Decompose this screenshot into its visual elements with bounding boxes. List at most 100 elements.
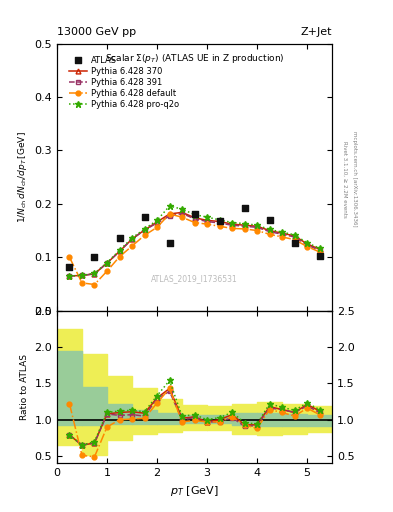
Pythia 6.428 370 xyxy=(217,219,222,225)
Pythia 6.428 370 xyxy=(167,211,172,217)
Pythia 6.428 pro-q2o xyxy=(217,217,222,223)
Pythia 6.428 370 xyxy=(92,271,97,277)
Pythia 6.428 370 xyxy=(292,233,297,239)
Pythia 6.428 391 xyxy=(80,272,84,279)
Pythia 6.428 391 xyxy=(280,231,285,238)
Text: Rivet 3.1.10, ≥ 2.2M events: Rivet 3.1.10, ≥ 2.2M events xyxy=(342,141,347,218)
Pythia 6.428 default xyxy=(192,220,197,226)
Pythia 6.428 370 xyxy=(280,230,285,236)
Pythia 6.428 370 xyxy=(105,260,109,266)
ATLAS xyxy=(66,263,73,271)
Pythia 6.428 391 xyxy=(142,227,147,233)
Pythia 6.428 pro-q2o xyxy=(67,273,72,279)
X-axis label: $p_T$ [GeV]: $p_T$ [GeV] xyxy=(170,484,219,498)
Pythia 6.428 370 xyxy=(117,248,122,254)
Pythia 6.428 default xyxy=(167,211,172,217)
Pythia 6.428 391 xyxy=(192,216,197,222)
Pythia 6.428 391 xyxy=(167,213,172,219)
Pythia 6.428 391 xyxy=(255,224,259,230)
Pythia 6.428 pro-q2o xyxy=(292,232,297,238)
ATLAS xyxy=(266,216,273,224)
Pythia 6.428 pro-q2o xyxy=(205,214,209,220)
Pythia 6.428 391 xyxy=(180,210,184,217)
Pythia 6.428 391 xyxy=(205,219,209,225)
Pythia 6.428 default xyxy=(217,223,222,229)
Pythia 6.428 default xyxy=(117,253,122,260)
Pythia 6.428 default xyxy=(305,244,309,250)
Pythia 6.428 370 xyxy=(205,217,209,223)
ATLAS xyxy=(116,234,123,242)
Pythia 6.428 370 xyxy=(80,272,84,279)
Pythia 6.428 default xyxy=(155,224,160,230)
Pythia 6.428 370 xyxy=(192,215,197,221)
Pythia 6.428 default xyxy=(292,237,297,243)
Text: Scalar $\Sigma(p_T)$ (ATLAS UE in Z production): Scalar $\Sigma(p_T)$ (ATLAS UE in Z prod… xyxy=(105,52,284,65)
Pythia 6.428 pro-q2o xyxy=(230,220,234,226)
ATLAS xyxy=(316,251,323,260)
Text: 13000 GeV pp: 13000 GeV pp xyxy=(57,27,136,37)
Pythia 6.428 pro-q2o xyxy=(242,221,247,227)
Y-axis label: $1/N_{\rm ch}\,dN_{\rm ch}/dp_T\,[\rm GeV]$: $1/N_{\rm ch}\,dN_{\rm ch}/dp_T\,[\rm Ge… xyxy=(16,131,29,223)
Line: Pythia 6.428 default: Pythia 6.428 default xyxy=(67,211,322,287)
Pythia 6.428 pro-q2o xyxy=(80,272,84,279)
ATLAS xyxy=(91,252,97,261)
Pythia 6.428 default xyxy=(205,221,209,227)
ATLAS xyxy=(141,213,148,221)
Pythia 6.428 pro-q2o xyxy=(130,235,134,241)
Pythia 6.428 391 xyxy=(67,273,72,279)
Pythia 6.428 391 xyxy=(217,220,222,226)
Pythia 6.428 370 xyxy=(317,246,322,252)
Line: Pythia 6.428 370: Pythia 6.428 370 xyxy=(67,210,322,279)
Pythia 6.428 pro-q2o xyxy=(305,240,309,246)
Pythia 6.428 391 xyxy=(267,228,272,234)
Pythia 6.428 pro-q2o xyxy=(142,226,147,232)
Pythia 6.428 default xyxy=(80,280,84,286)
Pythia 6.428 pro-q2o xyxy=(267,226,272,232)
Pythia 6.428 default xyxy=(92,282,97,288)
Pythia 6.428 391 xyxy=(155,220,160,226)
ATLAS xyxy=(241,204,248,212)
Text: Z+Jet: Z+Jet xyxy=(301,27,332,37)
Pythia 6.428 391 xyxy=(305,242,309,248)
Pythia 6.428 370 xyxy=(155,219,160,225)
Pythia 6.428 default xyxy=(180,214,184,220)
ATLAS xyxy=(191,210,198,218)
Pythia 6.428 default xyxy=(255,227,259,233)
Line: Pythia 6.428 pro-q2o: Pythia 6.428 pro-q2o xyxy=(66,202,323,280)
Pythia 6.428 370 xyxy=(267,227,272,233)
Pythia 6.428 370 xyxy=(142,227,147,233)
Pythia 6.428 370 xyxy=(230,221,234,227)
Pythia 6.428 pro-q2o xyxy=(92,270,97,276)
Pythia 6.428 pro-q2o xyxy=(155,217,160,223)
Pythia 6.428 370 xyxy=(180,209,184,216)
Text: mcplots.cern.ch [arXiv:1306.3436]: mcplots.cern.ch [arXiv:1306.3436] xyxy=(352,132,357,227)
Pythia 6.428 pro-q2o xyxy=(192,211,197,218)
Pythia 6.428 370 xyxy=(67,273,72,279)
ATLAS xyxy=(166,239,173,247)
Pythia 6.428 391 xyxy=(92,271,97,277)
Pythia 6.428 default xyxy=(317,249,322,255)
ATLAS xyxy=(292,239,298,247)
Pythia 6.428 pro-q2o xyxy=(167,203,172,209)
Pythia 6.428 pro-q2o xyxy=(180,206,184,212)
Pythia 6.428 default xyxy=(230,225,234,231)
Pythia 6.428 391 xyxy=(292,234,297,240)
Pythia 6.428 pro-q2o xyxy=(317,245,322,251)
Pythia 6.428 391 xyxy=(230,222,234,228)
Pythia 6.428 default xyxy=(267,231,272,238)
Legend: ATLAS, Pythia 6.428 370, Pythia 6.428 391, Pythia 6.428 default, Pythia 6.428 pr: ATLAS, Pythia 6.428 370, Pythia 6.428 39… xyxy=(67,53,182,112)
Y-axis label: Ratio to ATLAS: Ratio to ATLAS xyxy=(20,354,29,420)
Pythia 6.428 default xyxy=(67,254,72,260)
Pythia 6.428 default xyxy=(142,232,147,239)
Pythia 6.428 pro-q2o xyxy=(280,229,285,235)
Pythia 6.428 default xyxy=(105,268,109,274)
Pythia 6.428 pro-q2o xyxy=(105,260,109,266)
Pythia 6.428 370 xyxy=(255,223,259,229)
Line: Pythia 6.428 391: Pythia 6.428 391 xyxy=(67,211,322,279)
Pythia 6.428 391 xyxy=(242,223,247,229)
Pythia 6.428 pro-q2o xyxy=(255,222,259,228)
Pythia 6.428 391 xyxy=(130,236,134,242)
Pythia 6.428 default xyxy=(242,226,247,232)
Pythia 6.428 370 xyxy=(242,222,247,228)
Pythia 6.428 391 xyxy=(117,248,122,254)
